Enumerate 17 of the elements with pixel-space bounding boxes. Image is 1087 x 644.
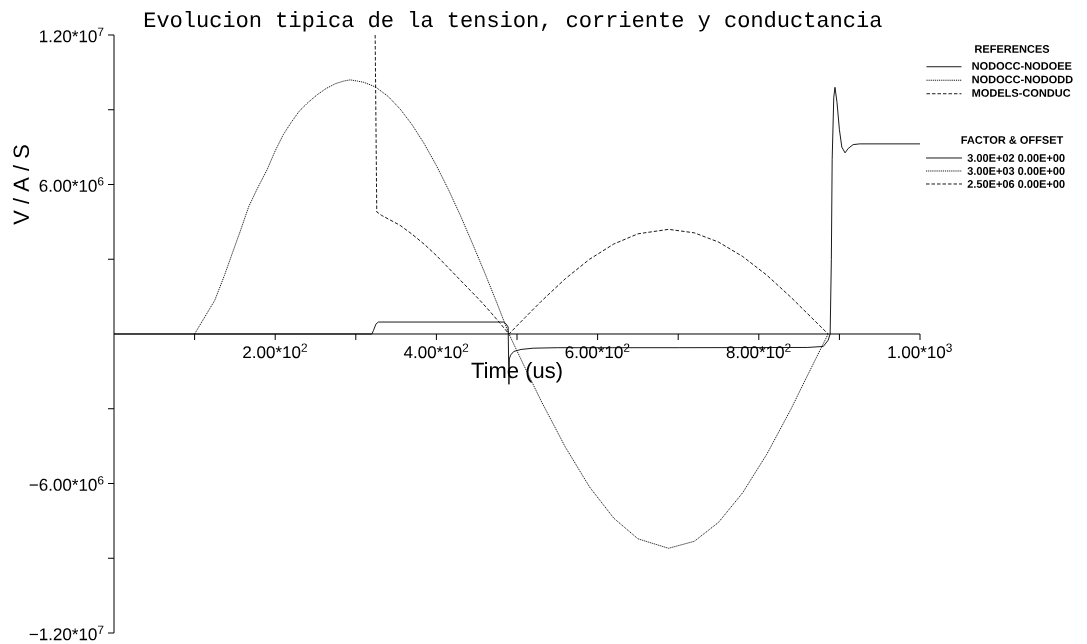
legend-title: REFERENCES [975, 45, 1050, 53]
text: 2.50E+06 0.00E+00 [967, 180, 1065, 188]
legend-label: MODELS-CONDUC [972, 89, 1071, 97]
text: 3.00E+03 0.00E+00 [967, 167, 1065, 175]
text: FACTOR & OFFSET [961, 136, 1064, 144]
y-tick-label: −1.20*10$^{7}$ [29, 625, 104, 641]
x-tick-label: 2.00*10$^{2}$ [243, 343, 307, 359]
y-tick-label: 1.20*10$^{7}$ [40, 27, 104, 43]
chart-title: Evolucion tipica de la tension, corriente y conductancia [144, 11, 882, 32]
y-tick-label: −6.00*10$^{6}$ [29, 476, 104, 491]
x-tick-label: 4.00*10$^{2}$ [403, 343, 469, 359]
x-tick-label: 1.00*10$^{3}$ [888, 343, 952, 359]
y-axis-title: V / A / S [12, 145, 30, 225]
legend-label: NODOCC-NODOEE [972, 62, 1072, 70]
legend-label: NODOCC-NODODD [972, 75, 1073, 84]
y-tick-label: 6.00*10$^{6}$ [39, 177, 104, 192]
text: 3.00E+02 0.00E+00 [967, 154, 1065, 162]
